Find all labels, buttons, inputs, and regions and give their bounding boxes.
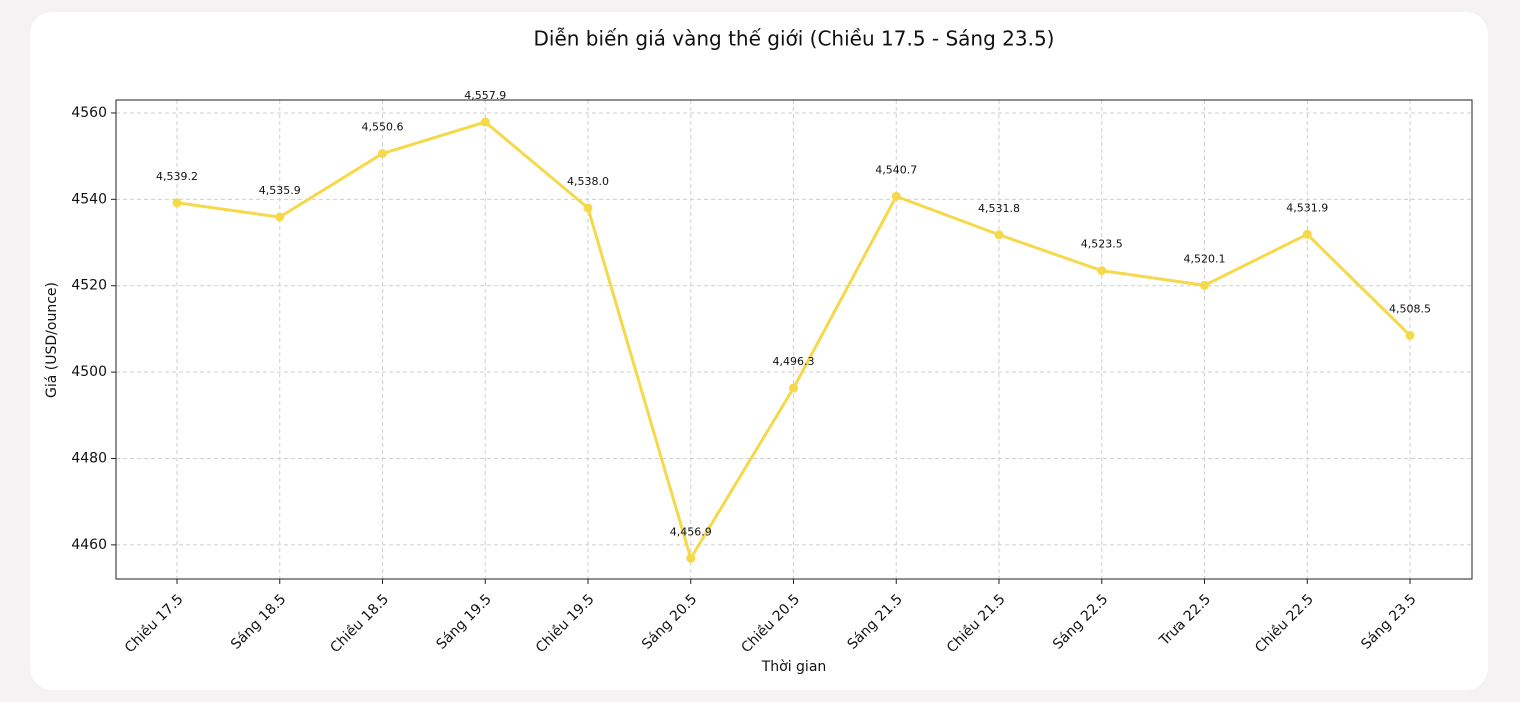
data-label: 4,531.8: [978, 202, 1020, 215]
point: [275, 212, 285, 222]
data-label: 4,539.2: [156, 170, 198, 183]
data-label: 4,456.9: [670, 525, 712, 538]
x-tick-label: Chiều 21.5: [943, 591, 1009, 657]
y-tick-label: 4540: [71, 191, 107, 207]
data-label: 4,550.6: [362, 121, 404, 134]
y-axis-label: Giá (USD/ounce): [44, 282, 60, 398]
data-label: 4,496.3: [773, 355, 815, 368]
data-label: 4,508.5: [1389, 302, 1431, 315]
x-tick-label: Sáng 23.5: [1358, 591, 1419, 652]
point: [583, 203, 593, 213]
plot-frame: [115, 99, 1473, 580]
point: [686, 553, 696, 563]
data-label: 4,538.0: [567, 175, 609, 188]
x-tick-label: Sáng 19.5: [433, 591, 494, 652]
x-tick-label: Sáng 22.5: [1050, 591, 1111, 652]
y-tick-label: 4460: [71, 537, 107, 553]
y-tick-label: 4500: [71, 364, 107, 380]
card: [30, 12, 1488, 690]
x-tick-label: Sáng 20.5: [639, 591, 700, 652]
point: [1405, 330, 1415, 340]
x-tick-label: Chiều 22.5: [1251, 591, 1317, 657]
point: [378, 149, 387, 159]
x-tick-label: Chiều 20.5: [738, 591, 804, 657]
data-label: 4,520.1: [1184, 252, 1226, 265]
data-label: 4,531.9: [1286, 201, 1328, 214]
y-tick-label: 4480: [71, 450, 107, 466]
y-tick-label: 4560: [71, 105, 107, 121]
data-label: 4,523.5: [1081, 238, 1123, 251]
x-axis-label: Thời gian: [761, 659, 827, 675]
data-label: 4,557.9: [464, 89, 506, 102]
x-tick-label: Chiều 19.5: [532, 591, 598, 657]
point: [1200, 280, 1209, 290]
point: [172, 198, 182, 208]
point: [480, 117, 490, 127]
point: [789, 383, 798, 393]
point: [891, 191, 901, 201]
x-tick-label: Chiều 18.5: [327, 591, 393, 657]
x-tick-label: Sáng 18.5: [228, 591, 289, 652]
data-label: 4,535.9: [259, 184, 301, 197]
point: [1302, 229, 1312, 239]
y-tick-label: 4520: [71, 278, 107, 294]
point: [1097, 266, 1107, 276]
point: [994, 230, 1004, 240]
chart-title: Diễn biến giá vàng thế giới (Chiều 17.5 …: [534, 27, 1055, 51]
x-tick-label: Trưa 22.5: [1156, 591, 1214, 649]
data-label: 4,540.7: [875, 163, 917, 176]
x-tick-label: Sáng 21.5: [844, 591, 905, 652]
x-tick-label: Chiều 17.5: [121, 591, 187, 657]
